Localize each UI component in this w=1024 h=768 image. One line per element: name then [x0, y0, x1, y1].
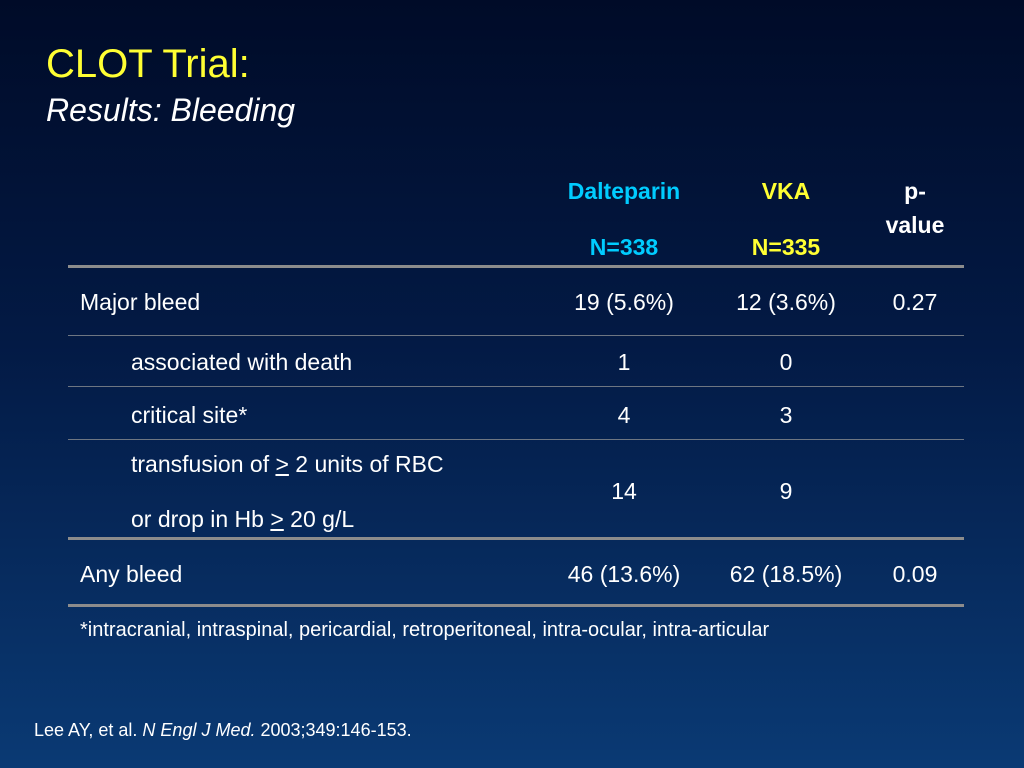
header-dalteparin-n: N=338: [589, 234, 659, 260]
table-row-divider: [68, 439, 964, 440]
dalteparin-value: 46 (13.6%): [567, 561, 681, 587]
table-section-rule: [68, 537, 964, 540]
row-label: associated with death: [131, 349, 353, 375]
vka-value: 0: [779, 349, 793, 375]
row-label: Any bleed: [80, 561, 183, 587]
slide-subtitle: Results: Bleeding: [46, 92, 296, 128]
footnote: *intracranial, intraspinal, pericardial,…: [80, 619, 770, 641]
table-row-divider: [68, 386, 964, 387]
vka-value: 12 (3.6%): [736, 289, 836, 315]
header-vka-n: N=335: [751, 234, 821, 260]
header-pvalue-line2: value: [885, 212, 945, 238]
pvalue-value: 0.09: [892, 561, 938, 587]
row-label: critical site*: [131, 402, 248, 428]
header-dalteparin: Dalteparin: [567, 178, 681, 204]
dalteparin-value: 4: [617, 402, 631, 428]
table-bottom-rule: [68, 604, 964, 607]
citation-authors: Lee AY, et al.: [34, 720, 143, 740]
dalteparin-value: 1: [617, 349, 631, 375]
slide-title: CLOT Trial:: [46, 42, 250, 86]
pvalue-value: 0.27: [892, 289, 938, 315]
vka-value: 62 (18.5%): [729, 561, 843, 587]
dalteparin-value: 14: [611, 478, 637, 504]
table-header-rule: [68, 265, 964, 268]
dalteparin-value: 19 (5.6%): [574, 289, 674, 315]
citation-details: 2003;349:146-153.: [255, 720, 412, 740]
row-label-line2: or drop in Hb > 20 g/L: [131, 506, 355, 532]
row-label: Major bleed: [80, 289, 201, 315]
header-pvalue-line1: p-: [904, 178, 926, 204]
vka-value: 9: [779, 478, 793, 504]
row-label-line1: transfusion of > 2 units of RBC: [131, 451, 444, 477]
citation-journal: N Engl J Med.: [142, 720, 256, 740]
table-row-divider: [68, 335, 964, 336]
header-vka: VKA: [761, 178, 811, 204]
vka-value: 3: [779, 402, 793, 428]
citation: Lee AY, et al. N Engl J Med. 2003;349:14…: [34, 718, 412, 742]
